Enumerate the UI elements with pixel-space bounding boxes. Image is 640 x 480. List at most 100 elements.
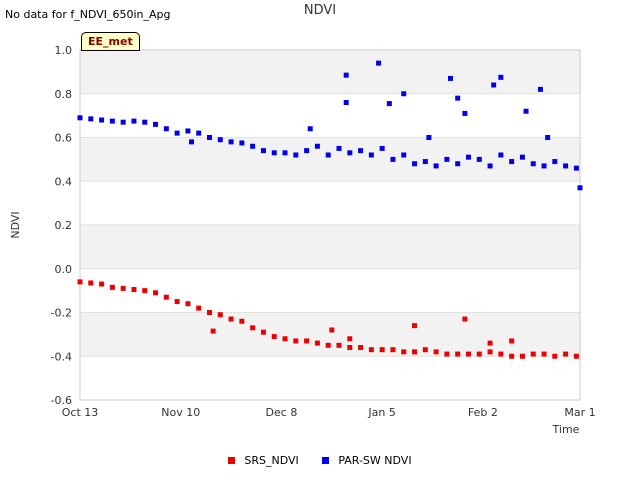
data-point [77,115,83,121]
data-point [465,154,471,160]
data-point [343,72,349,78]
data-point [174,299,180,305]
data-point [131,287,137,293]
y-tick-label: 0.2 [55,219,73,232]
data-point [426,135,432,140]
data-point [545,135,551,140]
y-tick-label: 0.8 [55,88,73,101]
data-point [304,148,310,154]
data-point [509,159,515,165]
data-point [174,130,180,136]
data-point [530,351,536,357]
data-point [325,342,331,348]
data-point [163,126,169,132]
data-point [88,116,94,122]
data-point [487,163,493,169]
data-point [314,143,320,149]
data-point [498,351,504,357]
y-tick-label: -0.2 [51,307,72,320]
data-point [401,349,407,355]
data-point [239,318,245,324]
series-srs-ndvi [77,279,579,359]
data-point [293,338,299,344]
data-point [498,152,504,158]
data-point [519,154,525,160]
data-point [271,150,277,156]
data-point [109,284,115,290]
x-axis-ticks: Oct 13 Nov 10 Dec 8 Jan 5 Feb 2 Mar 1 [62,406,596,419]
data-point [307,126,313,132]
data-point [271,334,277,340]
data-point [217,137,223,143]
data-point [455,351,461,357]
data-point [120,119,126,125]
data-point [552,353,558,359]
plot-band [80,50,580,94]
data-point [142,288,148,294]
data-point [260,148,266,154]
data-point [282,150,288,156]
data-point [99,117,105,123]
data-point [77,279,83,285]
data-point [347,150,353,156]
data-point [462,316,468,322]
chart-legend: SRS_NDVI PAR-SW NDVI [0,454,640,467]
legend-item-srs-ndvi[interactable]: SRS_NDVI [228,454,299,467]
data-point [509,338,515,344]
data-point [577,185,583,191]
data-point [448,75,454,81]
data-point [336,342,342,348]
data-point [131,118,137,124]
data-point [99,281,105,287]
data-point [401,91,407,97]
data-point [552,159,558,165]
no-data-message: No data for f_NDVI_650in_Apg [5,8,171,21]
data-point [523,108,529,114]
data-point [476,156,482,162]
data-point [462,110,468,116]
data-point [491,82,497,88]
data-point [358,345,364,350]
plot-band [80,312,580,357]
data-point [228,316,234,322]
data-point [250,325,256,331]
legend-swatch-srs-ndvi [228,457,236,464]
data-point [185,128,191,134]
data-point [282,336,288,342]
data-point [379,347,385,353]
legend-label-srs-ndvi: SRS_NDVI [244,454,299,467]
data-point [88,280,94,286]
data-point [573,165,579,171]
x-tick-label: Nov 10 [161,406,200,419]
data-point [260,329,266,335]
plot-frame [79,49,581,401]
y-tick-label: -0.6 [51,394,72,407]
data-point [228,139,234,145]
data-point [206,135,212,140]
y-tick-label: 0.4 [55,175,73,188]
chart-title: NDVI [303,3,337,18]
data-point [368,347,374,353]
data-point [153,121,159,127]
data-point [390,347,396,353]
data-point [336,145,342,151]
y-tick-label: 1.0 [55,44,73,57]
data-point [563,163,569,169]
data-point [537,86,543,92]
y-tick-label: -0.4 [51,350,72,363]
data-point [563,351,569,357]
data-point [196,305,202,311]
y-axis-ticks: -0.6 -0.4 -0.2 0.0 0.2 0.4 0.6 0.8 1.0 [51,44,72,407]
plot-band [80,225,580,269]
data-point [386,101,392,107]
data-points [77,60,583,359]
data-point [206,310,212,315]
y-axis-label: NDVI [9,211,22,238]
data-point [239,140,245,146]
data-point [120,285,126,291]
x-axis-label: Time [552,423,580,436]
x-tick-label: Feb 2 [468,406,498,419]
legend-item-par-sw-ndvi[interactable]: PAR-SW NDVI [322,454,412,467]
data-point [455,95,461,101]
x-tick-label: Dec 8 [266,406,298,419]
